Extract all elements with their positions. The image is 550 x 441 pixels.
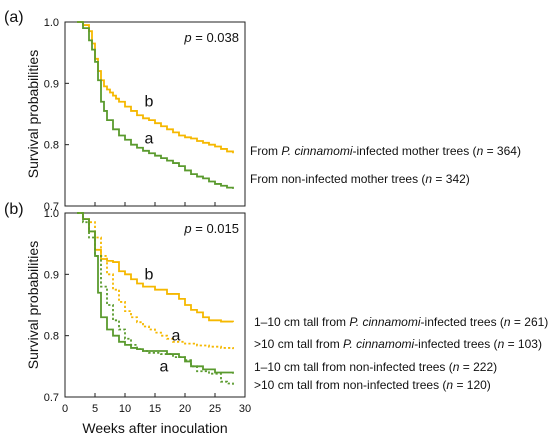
x-tick-label: 5: [92, 403, 98, 415]
y-tick-label: 0.9: [44, 269, 59, 281]
p-value: p = 0.038: [183, 30, 239, 45]
y-tick-label: 1.0: [44, 208, 59, 220]
legend-entry-2: From non-infected mother trees (n = 342): [250, 172, 470, 186]
legend-entry-2: >10 cm tall from P. cinnamomi-infected t…: [254, 337, 542, 351]
panel-a: (a) 0.7 0.8 0.9 1.0 Survival probabilities p =…: [4, 9, 521, 213]
x-tick-label: 15: [149, 403, 161, 415]
y-tick-label: 0.8: [44, 140, 59, 152]
series-line-4: [77, 212, 234, 385]
group-letter-3: a: [160, 358, 169, 375]
series-line-1: [77, 21, 234, 154]
y-axis-label: Survival probabilities: [25, 241, 41, 369]
legend-entry-1: 1–10 cm tall from P. cinnamomi-infected …: [254, 315, 548, 329]
panel-label: (a): [4, 9, 24, 26]
legend-entry-1: From P. cinnamomi-infected mother trees …: [250, 144, 521, 158]
x-tick-label: 20: [179, 403, 191, 415]
panel-b: (b) 0.7 0.8 0.9 1.0 0 5 10 15 20 25 30 Survival prob…: [4, 201, 548, 436]
y-tick-label: 0.9: [44, 78, 59, 90]
group-letter-2: a: [145, 131, 154, 148]
x-tick-label: 0: [62, 403, 68, 415]
series-line-3: [77, 212, 234, 374]
x-tick-label: 30: [239, 403, 251, 415]
legend-entry-4: >10 cm tall from non-infected trees (n =…: [254, 378, 491, 392]
series-line-2: [77, 212, 234, 350]
x-axis-label: Weeks after inoculation: [82, 420, 227, 436]
y-tick-label: 0.7: [44, 392, 59, 404]
plot-frame: [64, 212, 246, 398]
x-tick-label: 25: [209, 403, 221, 415]
series-line-1: [77, 212, 234, 323]
group-letter-2: a: [172, 328, 181, 345]
legend-entry-3: 1–10 cm tall from non-infected trees (n …: [254, 360, 497, 374]
y-tick-label: 0.7: [44, 201, 59, 213]
y-tick-label: 0.8: [44, 331, 59, 343]
series-line-2: [77, 21, 234, 189]
group-letter-1: b: [145, 266, 154, 283]
y-axis-label: Survival probabilities: [25, 50, 41, 178]
panel-label: (b): [4, 201, 24, 218]
y-tick-label: 1.0: [44, 17, 59, 29]
p-value: p = 0.015: [183, 221, 239, 236]
x-tick-label: 10: [119, 403, 131, 415]
group-letter-1: b: [145, 94, 154, 111]
